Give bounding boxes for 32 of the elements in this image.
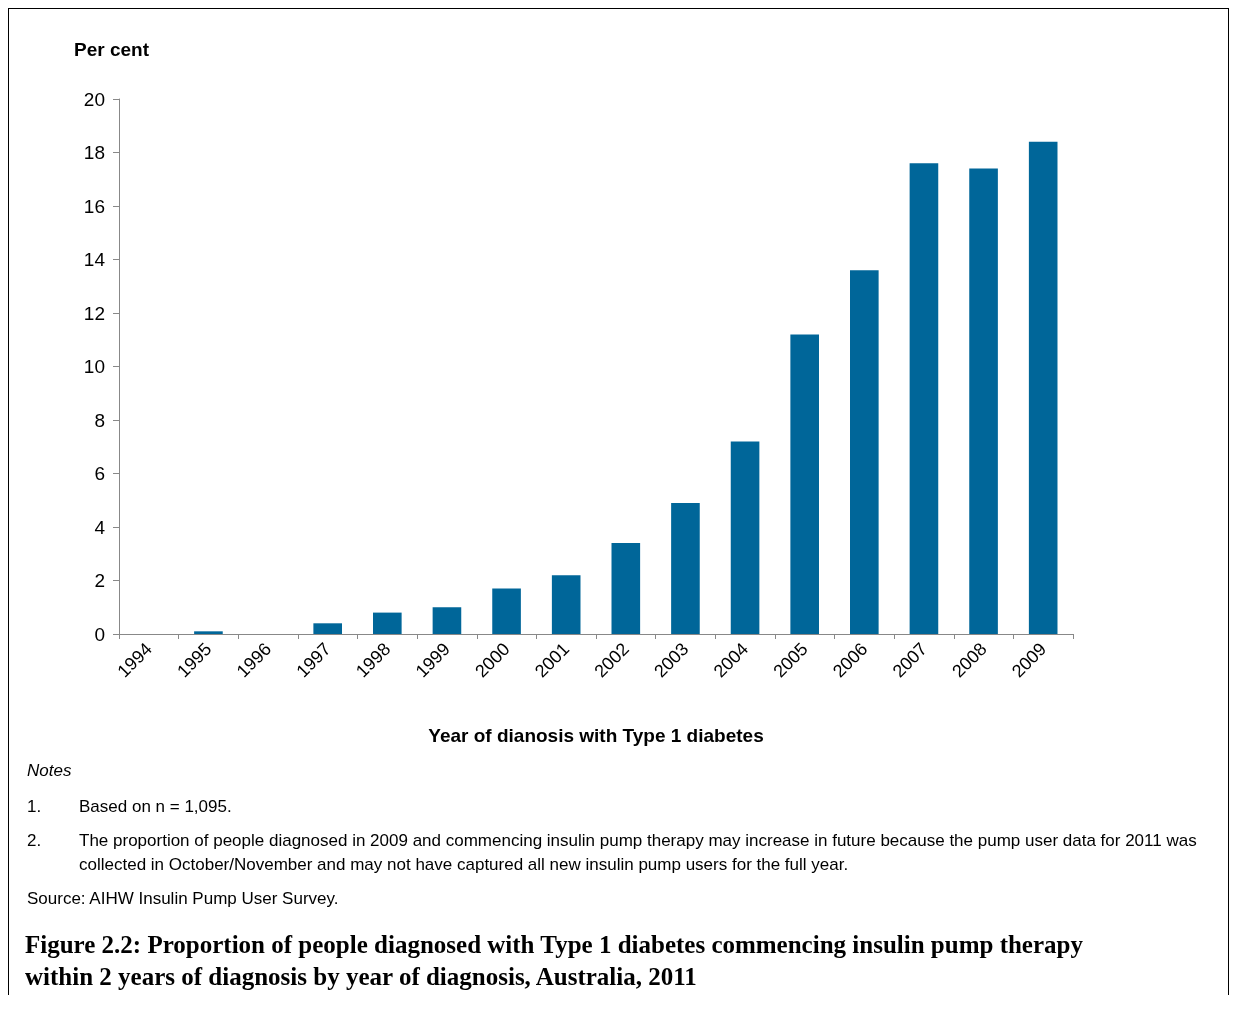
- bar: [551, 575, 581, 634]
- y-tick-label: 16: [83, 195, 105, 217]
- y-tick-label: 0: [94, 623, 105, 645]
- bar: [492, 588, 521, 634]
- y-tick-label: 14: [83, 249, 106, 270]
- bar: [909, 163, 939, 634]
- text: 2. The proportion of people diagnosed in 2009 and commencing insulin pump therapy may increase in future because the pump user data for 2011 was collected in October/November and may not have captured all new insulin pump users for the full year.: [27, 831, 1197, 874]
- bar: [194, 631, 223, 634]
- bar: [611, 543, 641, 634]
- bar: [373, 612, 402, 634]
- y-tick-label: 6: [94, 463, 105, 484]
- y-tick-label: 2: [94, 570, 105, 591]
- source-note: Source: AIHW Insulin Pump User Survey.: [27, 888, 340, 910]
- bar: [432, 607, 462, 634]
- y-tick-label: 8: [94, 409, 105, 431]
- bar: [671, 502, 700, 634]
- y-tick-label: 12: [83, 302, 105, 324]
- y-tick-label: 10: [83, 356, 105, 377]
- bar: [969, 168, 998, 634]
- bar: [1028, 141, 1058, 634]
- text: 1. Based on n = 1,095.: [27, 797, 232, 816]
- bar: [313, 623, 342, 634]
- x-axis-title: Year of dianosis with Type 1 diabetes: [428, 725, 764, 746]
- y-tick-label: 18: [83, 142, 105, 163]
- bar: [850, 270, 879, 634]
- bar: [790, 334, 819, 634]
- y-axis-title: Per cent: [74, 39, 150, 60]
- text: Figure 2.2: Proportion of people diagnosed with Type 1 diabetes commencing insulin pump therapy within 2 years of diagnosis by year of diagnosis, Australia, 2011: [24, 930, 1084, 992]
- y-tick-label: 4: [94, 516, 106, 538]
- text: Notes: [27, 760, 73, 782]
- bar: [730, 441, 760, 634]
- y-tick-label: 20: [83, 88, 105, 110]
